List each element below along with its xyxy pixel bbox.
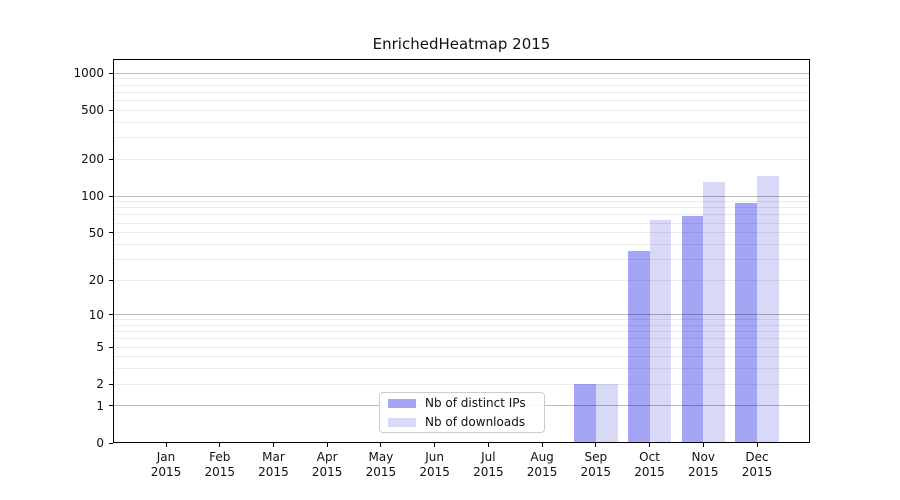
x-tick-year: 2015 [150,465,182,479]
y-tick-mark [109,405,113,407]
x-tick-month: Feb [209,450,231,464]
y-tick-mark [109,346,113,348]
y-tick-label: 1 [96,398,104,413]
x-tick-mark [434,443,436,447]
y-tick-mark [109,195,113,197]
x-tick-mark [272,443,274,447]
x-tick-label-oct: Oct 2015 [618,450,682,480]
x-tick-month: Mar [262,450,285,464]
y-tick-label: 100 [81,189,104,204]
x-tick-year: 2015 [365,465,397,479]
x-tick-mark [649,443,651,447]
y-tick-mark [109,442,113,444]
x-tick-mark [326,443,328,447]
y-tick-mark [109,109,113,111]
legend-item: Nb of downloads [388,415,536,429]
x-tick-label-apr: Apr 2015 [295,450,359,480]
x-tick-label-aug: Aug 2015 [510,450,574,480]
x-tick-year: 2015 [526,465,558,479]
y-tick-label: 0 [96,436,104,450]
x-tick-mark [380,443,382,447]
legend-item: Nb of distinct IPs [388,396,536,410]
legend: Nb of distinct IPs Nb of downloads [379,392,545,433]
x-tick-year: 2015 [311,465,343,479]
y-tick-label: 500 [81,103,104,118]
y-tick-mark [109,72,113,74]
bar-dec-downloads [757,176,779,443]
x-tick-year: 2015 [473,465,504,479]
gridline-minor [113,91,810,93]
plot-area [113,59,810,443]
gridline-minor [113,84,810,86]
x-tick-mark [165,443,167,447]
x-tick-label-feb: Feb 2015 [188,450,252,480]
x-tick-label-jun: Jun 2015 [403,450,467,480]
y-tick-label: 200 [81,152,104,167]
x-tick-year: 2015 [419,465,450,479]
x-tick-month: Aug [530,450,554,464]
legend-label: Nb of distinct IPs [425,396,526,410]
bar-nov-downloads [703,182,725,443]
bar-nov-distinct-ips [681,216,704,443]
bar-sep-downloads [595,384,618,443]
x-tick-mark [756,443,758,447]
chart-title: EnrichedHeatmap 2015 [372,35,551,53]
x-tick-label-jan: Jan 2015 [134,450,198,480]
x-tick-mark [595,443,597,447]
x-tick-mark [219,443,221,447]
x-tick-month: Sep [584,450,608,464]
x-tick-month: Oct [639,450,660,464]
x-tick-year: 2015 [634,465,665,479]
gridline-minor [113,78,810,80]
x-tick-label-jul: Jul 2015 [456,450,520,480]
y-tick-mark [109,232,113,234]
y-tick-label: 5 [96,340,104,355]
y-tick-mark [109,158,113,160]
x-tick-label-nov: Nov 2015 [671,450,735,480]
x-tick-label-sep: Sep 2015 [564,450,628,480]
gridline-minor [113,109,810,111]
bar-oct-downloads [649,219,672,443]
x-tick-label-may: May 2015 [349,450,413,480]
gridline-minor [113,100,810,102]
x-tick-mark [487,443,489,447]
bar-dec-distinct-ips [735,202,757,443]
x-tick-mark [541,443,543,447]
y-tick-label: 2 [96,377,104,392]
x-tick-month: Apr [316,450,338,464]
gridline-minor [113,158,810,160]
x-tick-year: 2015 [741,465,773,479]
y-tick-label: 20 [88,273,104,288]
y-tick-label: 10 [88,307,104,322]
y-tick-mark [109,383,113,385]
x-tick-month: Nov [691,450,715,464]
x-tick-year: 2015 [580,465,612,479]
legend-swatch-distinct-ips [388,398,416,408]
x-tick-label-mar: Mar 2015 [241,450,305,480]
x-tick-mark [702,443,704,447]
x-tick-label-dec: Dec 2015 [725,450,789,480]
gridline-major [113,72,810,74]
x-tick-year: 2015 [687,465,719,479]
y-tick-label: 1000 [73,66,104,81]
x-tick-year: 2015 [204,465,235,479]
x-tick-year: 2015 [258,465,289,479]
x-tick-month: Dec [745,450,769,464]
bar-sep-distinct-ips [574,384,596,443]
gridline-minor [113,137,810,139]
x-tick-month: May [368,450,394,464]
legend-label: Nb of downloads [425,415,526,429]
legend-swatch-downloads [388,417,416,427]
y-tick-label: 50 [88,225,104,240]
x-tick-month: Jan [156,450,176,464]
gridline-minor [113,121,810,123]
bar-oct-distinct-ips [627,251,650,443]
y-tick-mark [109,314,113,316]
y-tick-mark [109,279,113,281]
x-tick-month: Jul [481,450,496,464]
x-tick-month: Jun [425,450,444,464]
